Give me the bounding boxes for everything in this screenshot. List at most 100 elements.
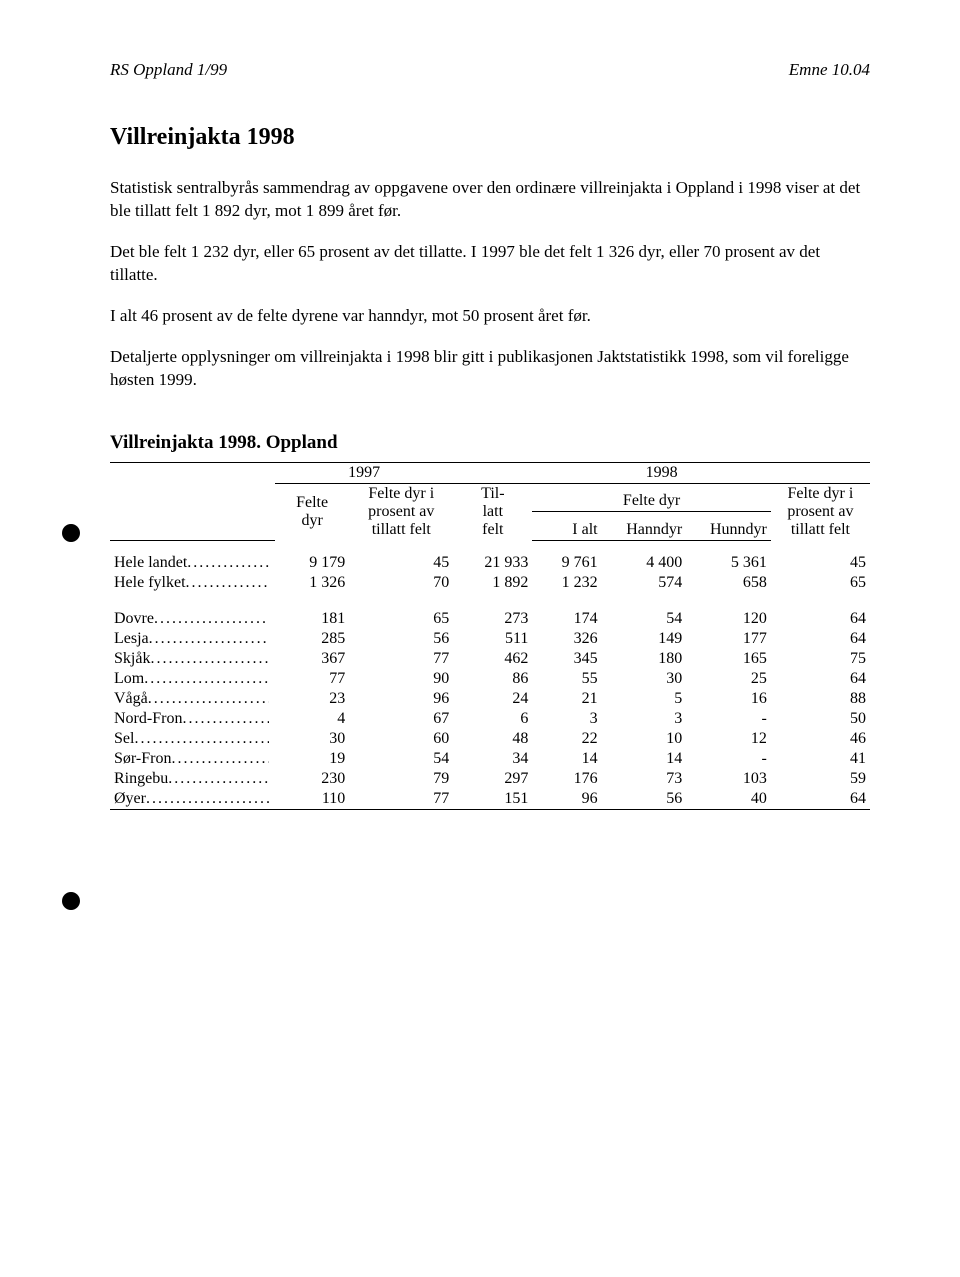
cell-pct2: 41: [771, 749, 870, 769]
cell-hanndyr: 180: [602, 649, 687, 669]
cell-hanndyr: 4 400: [602, 553, 687, 573]
cell-ialt: 22: [532, 729, 601, 749]
table-row: Øyer..............................110771…: [110, 789, 870, 810]
cell-pct: 79: [349, 769, 453, 789]
running-header: RS Oppland 1/99 Emne 10.04: [110, 60, 870, 80]
col-felte-dyr: Feltedyr: [275, 483, 349, 541]
cell-felte-dyr: 4: [275, 709, 349, 729]
cell-pct: 60: [349, 729, 453, 749]
col-ialt: I alt: [532, 512, 601, 541]
row-label: Nord-Fron..............................: [110, 709, 275, 729]
col-year-1997: 1997: [275, 462, 453, 483]
cell-tillatt: 462: [453, 649, 532, 669]
col-felte-pct: Felte dyr iprosent avtillatt felt: [349, 483, 453, 541]
cell-hanndyr: 5: [602, 689, 687, 709]
cell-tillatt: 21 933: [453, 553, 532, 573]
col-tillatt: Til-lattfelt: [453, 483, 532, 541]
cell-hanndyr: 14: [602, 749, 687, 769]
cell-pct: 45: [349, 553, 453, 573]
cell-pct2: 59: [771, 769, 870, 789]
cell-hunndyr: 177: [686, 629, 771, 649]
cell-ialt: 55: [532, 669, 601, 689]
cell-pct: 77: [349, 649, 453, 669]
cell-pct2: 64: [771, 669, 870, 689]
cell-pct2: 46: [771, 729, 870, 749]
cell-felte-dyr: 181: [275, 609, 349, 629]
cell-ialt: 14: [532, 749, 601, 769]
cell-pct: 67: [349, 709, 453, 729]
table-row: Nord-Fron..............................4…: [110, 709, 870, 729]
cell-tillatt: 1 892: [453, 573, 532, 593]
cell-hunndyr: 658: [686, 573, 771, 593]
row-label: Hele fylket.............................…: [110, 573, 275, 593]
table-row: Dovre..............................18165…: [110, 609, 870, 629]
intro-paragraph: Statistisk sentralbyrås sammendrag av op…: [110, 177, 870, 223]
table-body: Hele landet.............................…: [110, 541, 870, 810]
cell-felte-dyr: 19: [275, 749, 349, 769]
cell-pct2: 65: [771, 573, 870, 593]
cell-ialt: 326: [532, 629, 601, 649]
cell-hunndyr: 16: [686, 689, 771, 709]
col-felte-pct2: Felte dyr iprosent avtillatt felt: [771, 483, 870, 541]
cell-tillatt: 511: [453, 629, 532, 649]
cell-hanndyr: 10: [602, 729, 687, 749]
cell-hanndyr: 30: [602, 669, 687, 689]
cell-felte-dyr: 23: [275, 689, 349, 709]
cell-tillatt: 297: [453, 769, 532, 789]
cell-pct: 54: [349, 749, 453, 769]
row-label: Dovre..............................: [110, 609, 275, 629]
cell-tillatt: 24: [453, 689, 532, 709]
cell-pct2: 64: [771, 789, 870, 810]
table-header-row: 1997 1998: [110, 462, 870, 483]
cell-pct: 96: [349, 689, 453, 709]
cell-pct2: 88: [771, 689, 870, 709]
cell-ialt: 9 761: [532, 553, 601, 573]
cell-hunndyr: 165: [686, 649, 771, 669]
cell-hanndyr: 73: [602, 769, 687, 789]
body-paragraph: Detaljerte opplysninger om villreinjakta…: [110, 346, 870, 392]
cell-felte-dyr: 9 179: [275, 553, 349, 573]
row-label: Sel..............................: [110, 729, 275, 749]
cell-hunndyr: 12: [686, 729, 771, 749]
table-row: Hele landet.............................…: [110, 553, 870, 573]
cell-ialt: 96: [532, 789, 601, 810]
cell-pct: 77: [349, 789, 453, 810]
body-paragraph: Det ble felt 1 232 dyr, eller 65 prosent…: [110, 241, 870, 287]
cell-hunndyr: 5 361: [686, 553, 771, 573]
cell-felte-dyr: 30: [275, 729, 349, 749]
col-felte-group: Felte dyr: [532, 483, 770, 512]
row-label: Lom..............................: [110, 669, 275, 689]
cell-ialt: 174: [532, 609, 601, 629]
margin-bullet: [62, 524, 80, 542]
cell-ialt: 21: [532, 689, 601, 709]
cell-pct2: 64: [771, 609, 870, 629]
cell-pct: 65: [349, 609, 453, 629]
cell-tillatt: 6: [453, 709, 532, 729]
cell-hanndyr: 3: [602, 709, 687, 729]
data-table: 1997 1998 Feltedyr Felte dyr iprosent av…: [110, 462, 870, 811]
table-row: Ringebu..............................230…: [110, 769, 870, 789]
header-right: Emne 10.04: [789, 60, 870, 80]
cell-ialt: 176: [532, 769, 601, 789]
col-hunndyr: Hunndyr: [686, 512, 771, 541]
cell-tillatt: 151: [453, 789, 532, 810]
cell-ialt: 3: [532, 709, 601, 729]
page-title: Villreinjakta 1998: [110, 124, 870, 151]
cell-felte-dyr: 230: [275, 769, 349, 789]
cell-tillatt: 34: [453, 749, 532, 769]
table-header-row: Feltedyr Felte dyr iprosent avtillatt fe…: [110, 483, 870, 512]
cell-felte-dyr: 1 326: [275, 573, 349, 593]
table-row: Lom..............................7790865…: [110, 669, 870, 689]
cell-hunndyr: 120: [686, 609, 771, 629]
cell-hunndyr: -: [686, 749, 771, 769]
col-hanndyr: Hanndyr: [602, 512, 687, 541]
cell-ialt: 345: [532, 649, 601, 669]
cell-hanndyr: 56: [602, 789, 687, 810]
cell-tillatt: 273: [453, 609, 532, 629]
cell-hanndyr: 574: [602, 573, 687, 593]
cell-pct: 56: [349, 629, 453, 649]
row-label: Ringebu..............................: [110, 769, 275, 789]
table-row: Hele fylket.............................…: [110, 573, 870, 593]
cell-hunndyr: 40: [686, 789, 771, 810]
row-label: Lesja..............................: [110, 629, 275, 649]
